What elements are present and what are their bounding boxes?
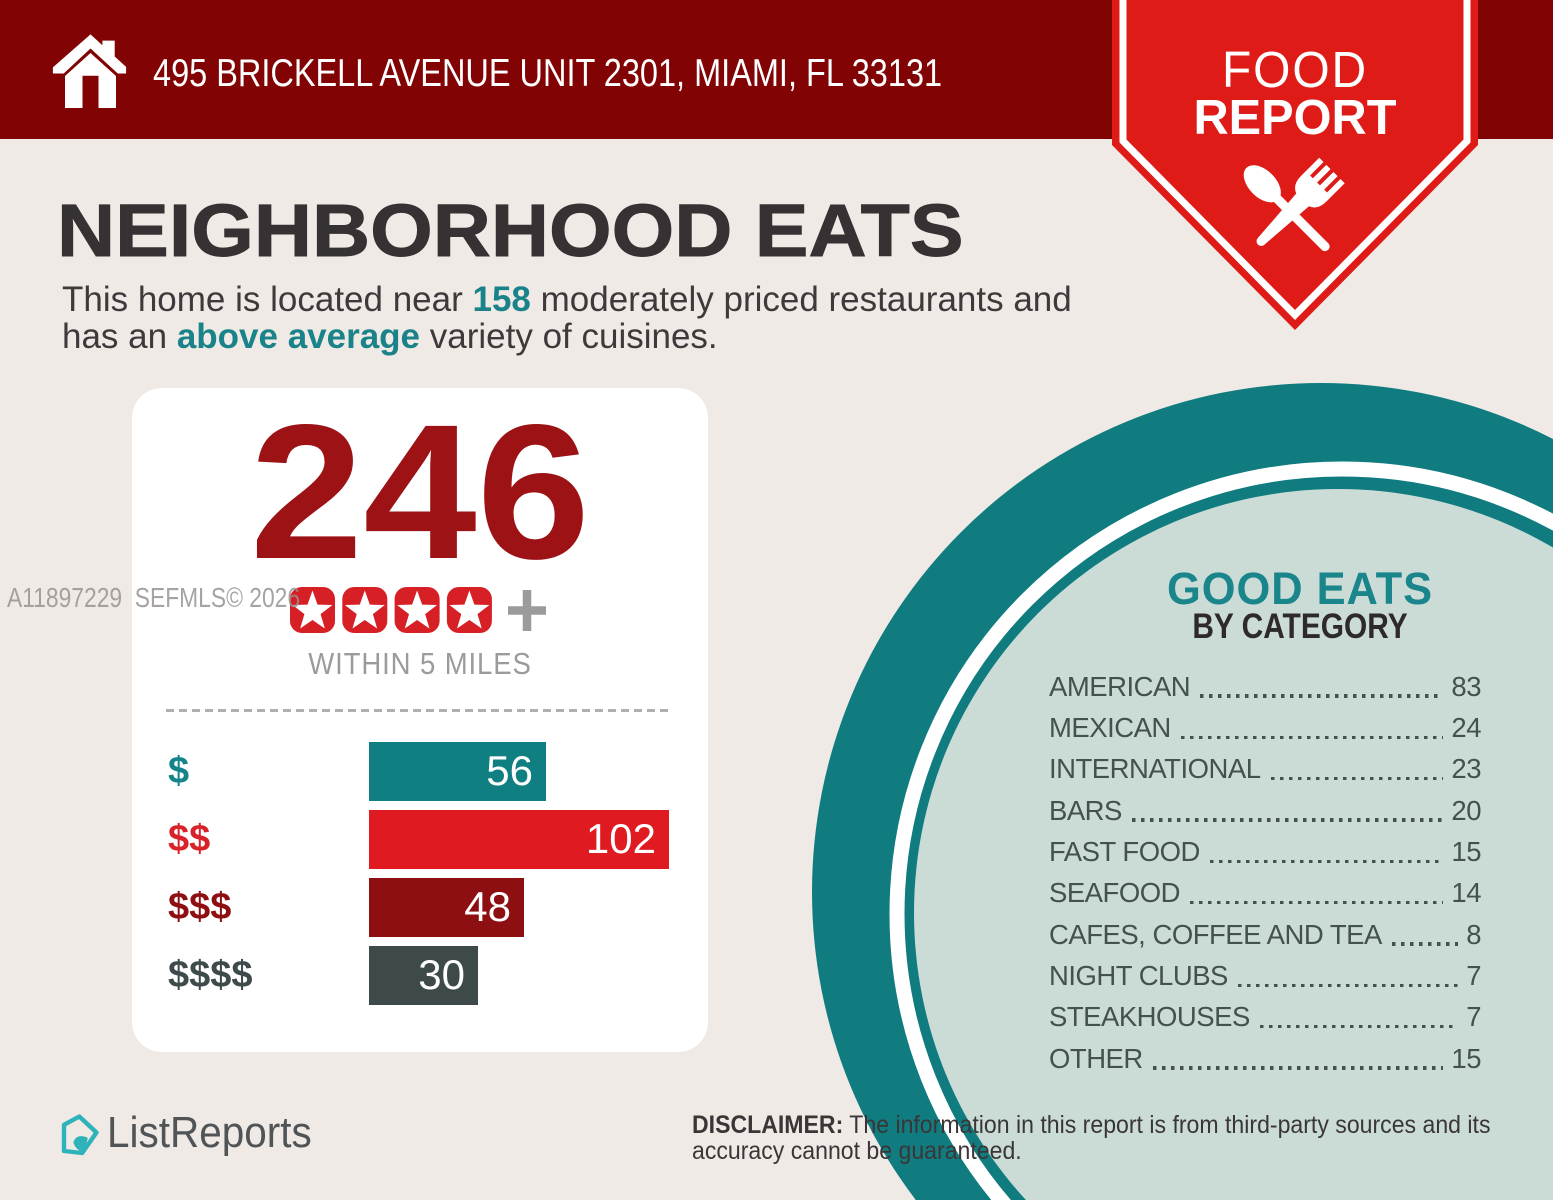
svg-text:REPORT: REPORT: [1194, 91, 1397, 145]
svg-text:FOOD: FOOD: [1222, 41, 1368, 98]
